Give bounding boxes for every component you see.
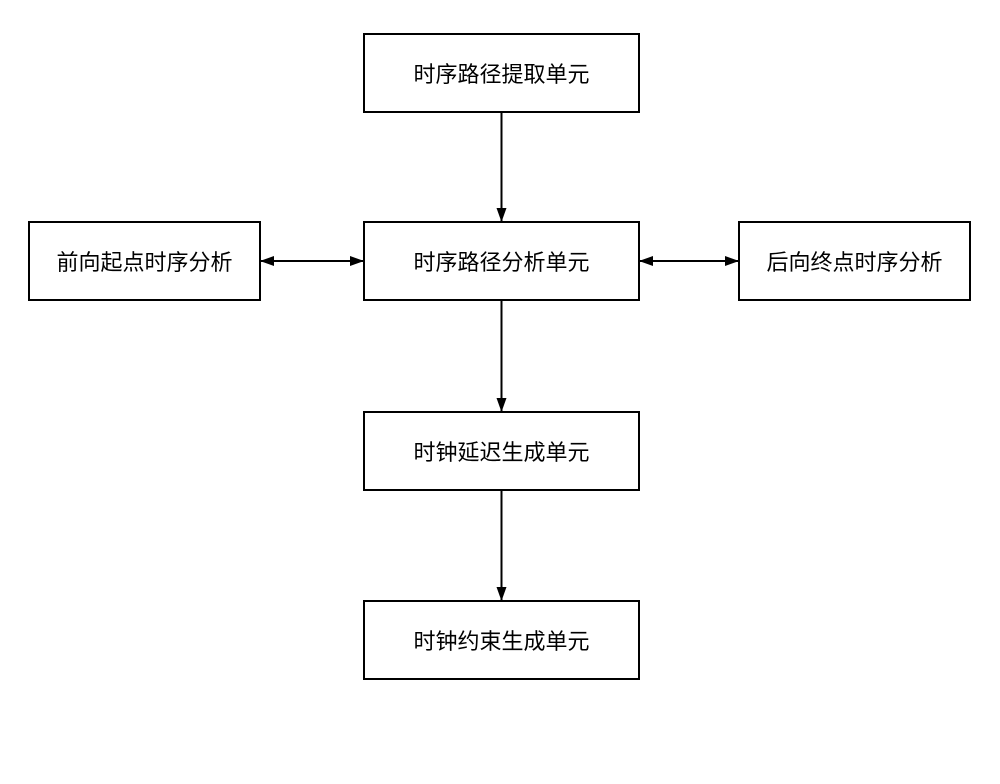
node-forward-start-analysis-label: 前向起点时序分析 (56, 245, 232, 277)
node-forward-start-analysis: 前向起点时序分析 (28, 221, 261, 301)
node-backward-end-analysis-label: 后向终点时序分析 (766, 245, 942, 277)
node-delay-gen-unit-label: 时钟延迟生成单元 (413, 435, 589, 467)
node-extract-unit-label: 时序路径提取单元 (413, 57, 589, 89)
node-constraint-gen-unit: 时钟约束生成单元 (363, 600, 640, 680)
node-backward-end-analysis: 后向终点时序分析 (738, 221, 971, 301)
flowchart-canvas: 时序路径提取单元 时序路径分析单元 时钟延迟生成单元 时钟约束生成单元 前向起点… (0, 0, 1000, 784)
node-extract-unit: 时序路径提取单元 (363, 33, 640, 113)
node-analyze-unit: 时序路径分析单元 (363, 221, 640, 301)
node-constraint-gen-unit-label: 时钟约束生成单元 (413, 624, 589, 656)
node-delay-gen-unit: 时钟延迟生成单元 (363, 411, 640, 491)
node-analyze-unit-label: 时序路径分析单元 (413, 245, 589, 277)
